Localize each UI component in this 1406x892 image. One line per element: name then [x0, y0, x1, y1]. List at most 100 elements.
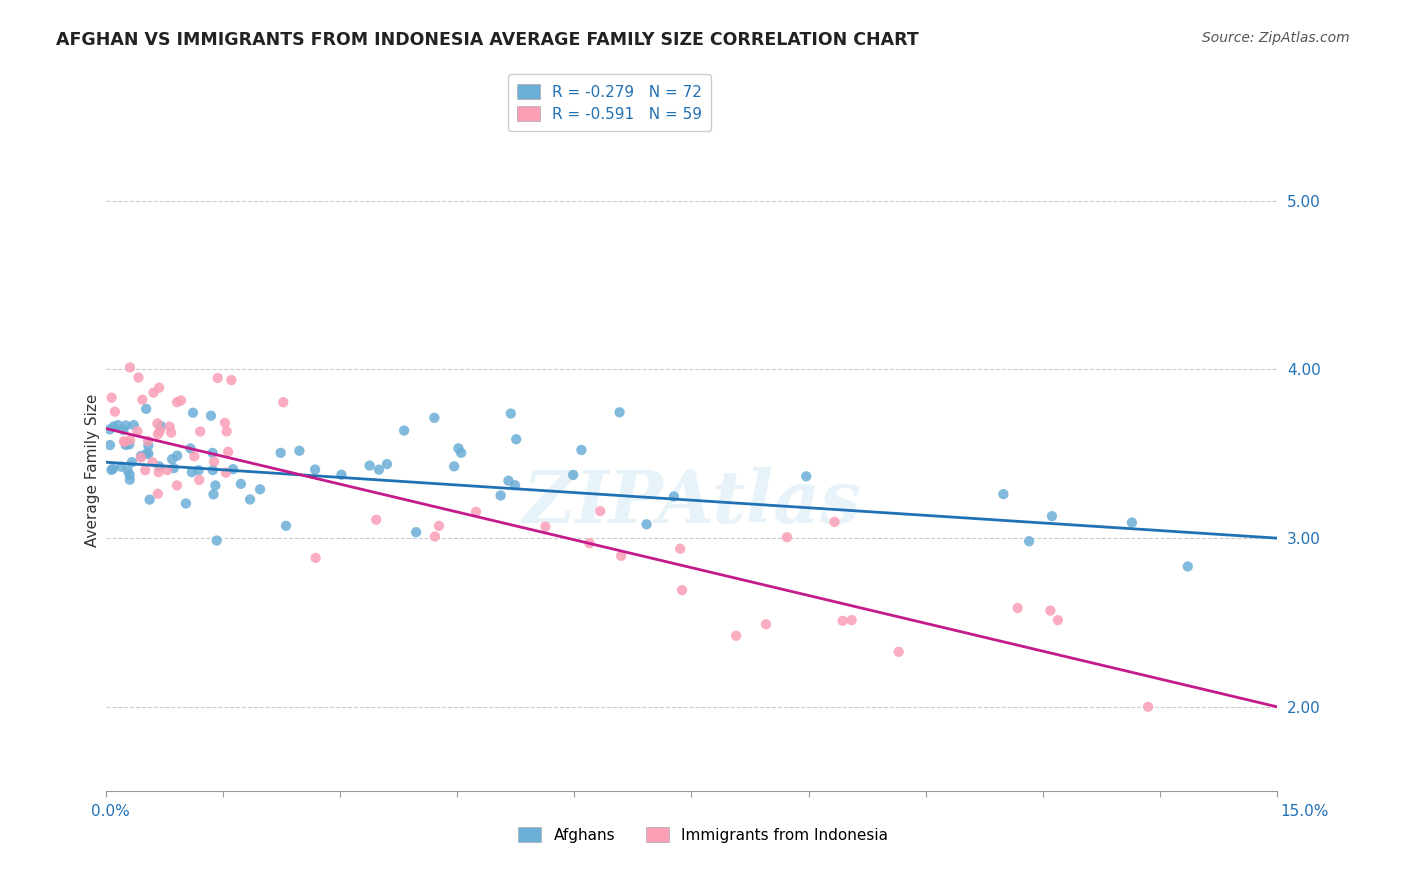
Point: [610, 549, 633, 563]
Point: [1018, 534, 1040, 549]
Point: [201, 463, 224, 477]
Point: [118, 360, 141, 375]
Point: [274, 518, 297, 533]
Point: [103, 419, 125, 434]
Point: [222, 462, 245, 476]
Point: [239, 492, 262, 507]
Point: [562, 467, 585, 482]
Point: [112, 423, 135, 437]
Point: [366, 513, 388, 527]
Point: [170, 393, 193, 408]
Point: [217, 444, 239, 458]
Point: [100, 391, 122, 405]
Point: [427, 519, 450, 533]
Point: [202, 487, 225, 501]
Point: [110, 459, 132, 474]
Point: [136, 434, 159, 448]
Point: [330, 467, 353, 482]
Point: [636, 517, 658, 532]
Point: [375, 457, 398, 471]
Point: [129, 449, 152, 463]
Point: [127, 370, 149, 384]
Point: [443, 459, 465, 474]
Point: [450, 446, 472, 460]
Point: [505, 432, 527, 446]
Point: [148, 459, 170, 474]
Text: AFGHAN VS IMMIGRANTS FROM INDONESIA AVERAGE FAMILY SIZE CORRELATION CHART: AFGHAN VS IMMIGRANTS FROM INDONESIA AVER…: [56, 31, 920, 49]
Point: [98, 422, 121, 436]
Point: [120, 433, 142, 447]
Point: [114, 418, 136, 433]
Point: [824, 515, 846, 529]
Point: [270, 446, 292, 460]
Point: [174, 496, 197, 510]
Point: [118, 473, 141, 487]
Point: [776, 530, 799, 544]
Point: [138, 492, 160, 507]
Point: [187, 463, 209, 477]
Point: [578, 536, 600, 550]
Point: [117, 463, 139, 477]
Point: [188, 425, 211, 439]
Point: [831, 614, 853, 628]
Point: [392, 424, 415, 438]
Point: [271, 395, 294, 409]
Point: [149, 419, 172, 434]
Point: [138, 439, 160, 453]
Point: [114, 434, 136, 449]
Point: [1040, 509, 1063, 524]
Point: [180, 465, 202, 479]
Point: [887, 645, 910, 659]
Point: [215, 466, 238, 480]
Point: [179, 442, 201, 456]
Point: [498, 474, 520, 488]
Point: [107, 418, 129, 433]
Point: [288, 443, 311, 458]
Point: [671, 583, 693, 598]
Point: [755, 617, 778, 632]
Point: [201, 446, 224, 460]
Point: [304, 462, 326, 476]
Point: [146, 427, 169, 442]
Point: [138, 447, 160, 461]
Point: [98, 438, 121, 452]
Point: [121, 455, 143, 469]
Point: [159, 419, 181, 434]
Point: [229, 476, 252, 491]
Point: [118, 467, 141, 482]
Point: [1007, 601, 1029, 615]
Point: [141, 455, 163, 469]
Point: [465, 505, 488, 519]
Point: [200, 409, 222, 423]
Point: [662, 490, 685, 504]
Point: [215, 425, 238, 439]
Point: [166, 478, 188, 492]
Point: [146, 487, 169, 501]
Point: [1137, 699, 1160, 714]
Point: [304, 550, 326, 565]
Point: [148, 465, 170, 479]
Point: [149, 424, 172, 438]
Point: [249, 483, 271, 497]
Point: [589, 504, 612, 518]
Point: [134, 463, 156, 477]
Text: ZIPAtlas: ZIPAtlas: [522, 467, 860, 538]
Point: [156, 463, 179, 477]
Point: [841, 613, 863, 627]
Text: 0.0%: 0.0%: [91, 805, 131, 819]
Point: [104, 405, 127, 419]
Point: [1177, 559, 1199, 574]
Point: [160, 452, 183, 467]
Point: [405, 525, 427, 540]
Point: [725, 629, 748, 643]
Point: [205, 533, 228, 548]
Point: [188, 473, 211, 487]
Point: [118, 437, 141, 451]
Point: [221, 373, 243, 387]
Point: [135, 447, 157, 461]
Point: [129, 450, 152, 465]
Text: Source: ZipAtlas.com: Source: ZipAtlas.com: [1202, 31, 1350, 45]
Point: [100, 463, 122, 477]
Point: [181, 406, 204, 420]
Point: [204, 478, 226, 492]
